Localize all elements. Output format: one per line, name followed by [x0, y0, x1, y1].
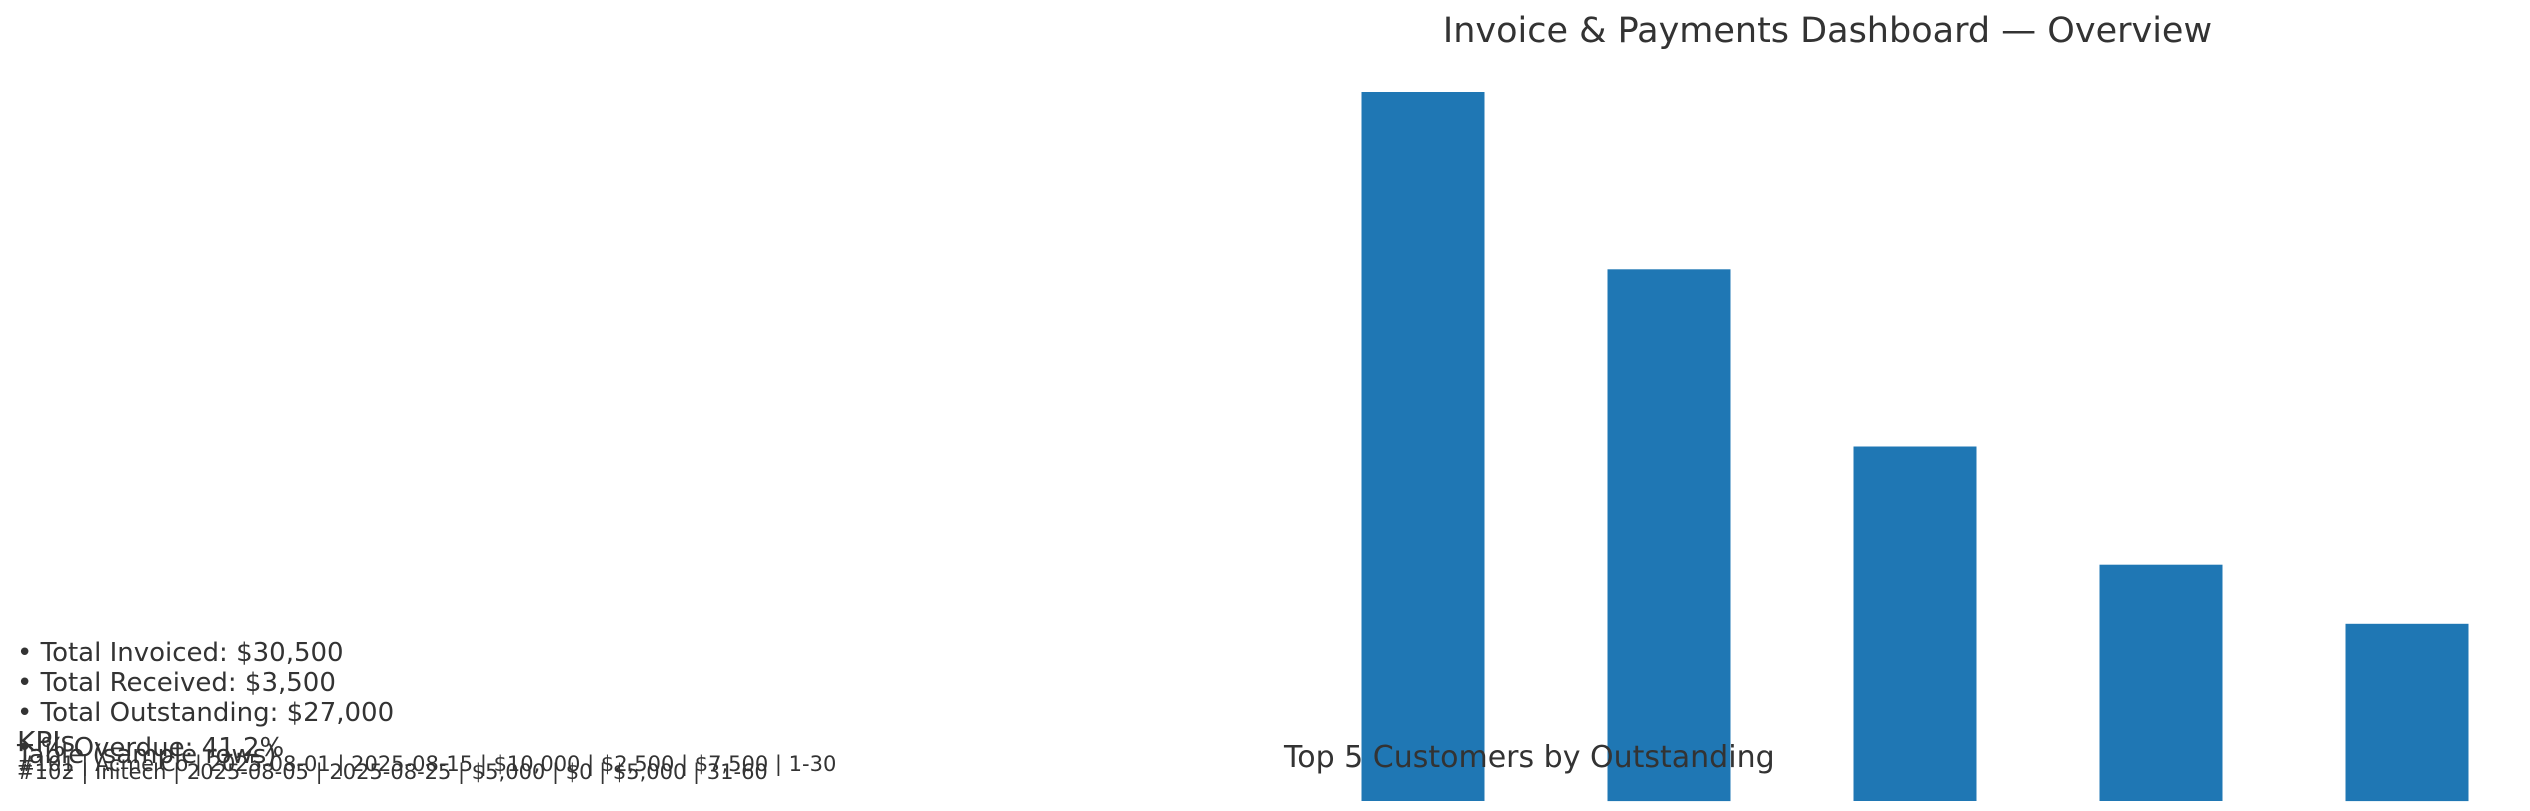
kpi-total-outstanding: • Total Outstanding: $27,000: [17, 698, 395, 728]
table-row: #102 | Initech | 2025-08-05 | 2025-08-25…: [17, 760, 768, 784]
chart-title: Top 5 Customers by Outstanding: [1284, 740, 1775, 775]
bar-5: [2345, 623, 2469, 802]
kpis-heading: KPIs: [17, 725, 76, 758]
table-row: #101 | Acme Co | 2025-08-01 | 2025-08-15…: [17, 752, 837, 776]
kpi-total-received: • Total Received: $3,500: [17, 668, 336, 698]
table-heading: Table (sample rows): [17, 740, 277, 770]
bar-4: [2099, 564, 2223, 801]
kpi-list: • Total Invoiced: $30,500 • Total Receiv…: [17, 638, 394, 728]
bar-1: [1361, 92, 1485, 801]
bar-2: [1607, 269, 1731, 802]
bar-3: [1853, 446, 1977, 801]
kpi-percent-overdue: • % Overdue: 41.2%: [17, 733, 285, 763]
dashboard-title: Invoice & Payments Dashboard — Overview: [1442, 11, 2213, 51]
kpi-total-invoiced: • Total Invoiced: $30,500: [17, 638, 344, 668]
